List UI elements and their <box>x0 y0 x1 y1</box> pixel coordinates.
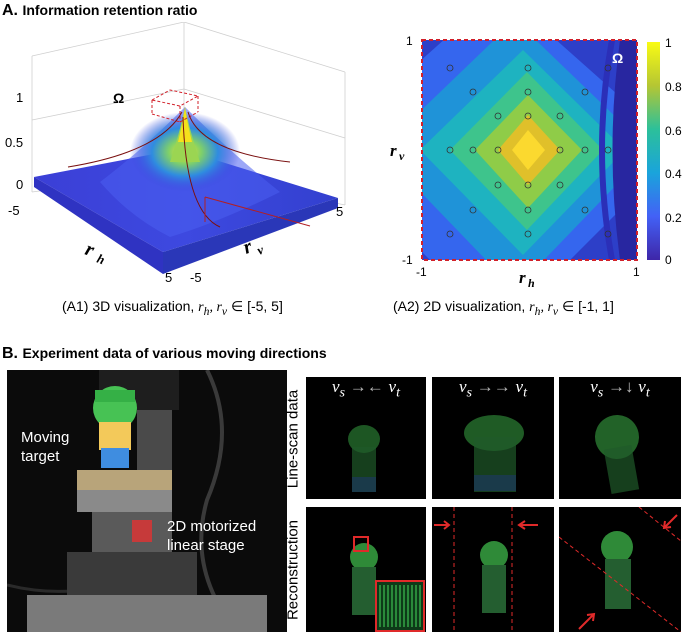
zoom-box <box>353 536 369 552</box>
svg-text:r: r <box>390 141 397 160</box>
arrow-diag-up-icon <box>578 612 596 630</box>
rh-tick-min: -5 <box>8 203 20 218</box>
z-tick-1: 1 <box>16 90 23 105</box>
arrow-left-icon <box>517 520 538 530</box>
arrow-diag-down-icon <box>662 514 678 530</box>
stage-label: 2D motorized linear stage <box>167 518 257 554</box>
svg-text:0: 0 <box>665 253 672 267</box>
colorbar <box>647 42 660 260</box>
row-label-linescan: Line-scan data <box>284 389 302 489</box>
rv-tick-max: 5 <box>336 204 343 219</box>
zoom-inset <box>375 580 425 632</box>
svg-text:h: h <box>528 276 535 290</box>
section-a-title: A. Information retention ratio <box>2 2 197 20</box>
colorbar-ticks: 1 0.8 0.6 0.4 0.2 0 <box>665 36 682 267</box>
rv-axis-label-2d: r v <box>390 141 405 163</box>
reconstruction-panel-2 <box>432 507 554 632</box>
svg-text:v: v <box>399 149 405 163</box>
motor-coupling <box>132 520 152 542</box>
z-tick-0: 0 <box>16 177 23 192</box>
linescan-panel-3: vs →↓ vt <box>559 377 681 499</box>
surface-contours <box>67 111 311 228</box>
section-a-heading: Information retention ratio <box>22 2 198 18</box>
boundary-line-diag-1 <box>559 536 681 632</box>
rh-axis-label-2d: r h <box>519 268 535 290</box>
linescan-panel-2: vs →→ vt <box>432 377 554 499</box>
z-tick-0-5: 0.5 <box>5 135 23 150</box>
plot-3d-surface: Ω 1 0.5 0 -5 5 -5 5 r h r v <box>5 22 346 285</box>
x-tick-max: 1 <box>633 265 640 279</box>
caption-a1: (A1) 3D visualization, rh, rv ∈ [-5, 5] <box>62 298 283 318</box>
omega-box-2d <box>421 39 638 261</box>
velocity-label-2: vs →→ vt <box>458 377 527 401</box>
svg-text:r: r <box>519 268 526 287</box>
reconstruction-panel-1 <box>306 507 426 632</box>
svg-text:r: r <box>82 238 97 261</box>
figurine <box>93 386 137 468</box>
section-b-heading: Experiment data of various moving direct… <box>22 345 327 361</box>
boundary-line-diag-2 <box>638 507 681 542</box>
plot-2d-heatmap: Ω 1 -1 -1 1 r h r v 1 0.8 0.6 0.4 0.2 0 <box>390 34 682 290</box>
svg-text:0.8: 0.8 <box>665 80 682 94</box>
setup-photo: Moving target 2D motorized linear stage <box>7 370 287 632</box>
rv-tick-min: -5 <box>190 270 202 285</box>
moving-target-label: Moving target <box>21 429 70 465</box>
omega-label-2d: Ω <box>612 50 623 66</box>
omega-label-3d: Ω <box>113 90 124 106</box>
velocity-label-1: vs →← vt <box>331 377 400 401</box>
x-tick-min: -1 <box>416 265 427 279</box>
y-tick-min: -1 <box>402 253 413 267</box>
reconstruction-panel-3 <box>559 507 681 632</box>
svg-text:0.6: 0.6 <box>665 124 682 138</box>
surface <box>34 107 338 274</box>
linescan-panel-1: vs →← vt <box>306 377 426 499</box>
arrow-right-icon <box>434 520 451 530</box>
svg-text:h: h <box>95 251 107 268</box>
svg-text:0.4: 0.4 <box>665 167 682 181</box>
y-tick-max: 1 <box>406 34 413 48</box>
row-label-reconstruction: Reconstruction <box>284 519 302 621</box>
section-b-title: B. Experiment data of various moving dir… <box>2 345 327 363</box>
omega-box-3d <box>150 89 200 123</box>
svg-text:v: v <box>255 242 266 258</box>
svg-text:1: 1 <box>665 36 672 50</box>
velocity-label-3: vs →↓ vt <box>590 377 650 401</box>
rh-axis-label: r h <box>82 238 107 267</box>
section-a-letter: A. <box>2 2 18 19</box>
heatmap-field <box>422 40 637 260</box>
sample-points <box>446 64 612 238</box>
section-b-letter: B. <box>2 345 18 362</box>
rh-tick-max: 5 <box>165 270 172 285</box>
caption-a2: (A2) 2D visualization, rh, rv ∈ [-1, 1] <box>393 298 614 318</box>
svg-text:0.2: 0.2 <box>665 211 682 225</box>
